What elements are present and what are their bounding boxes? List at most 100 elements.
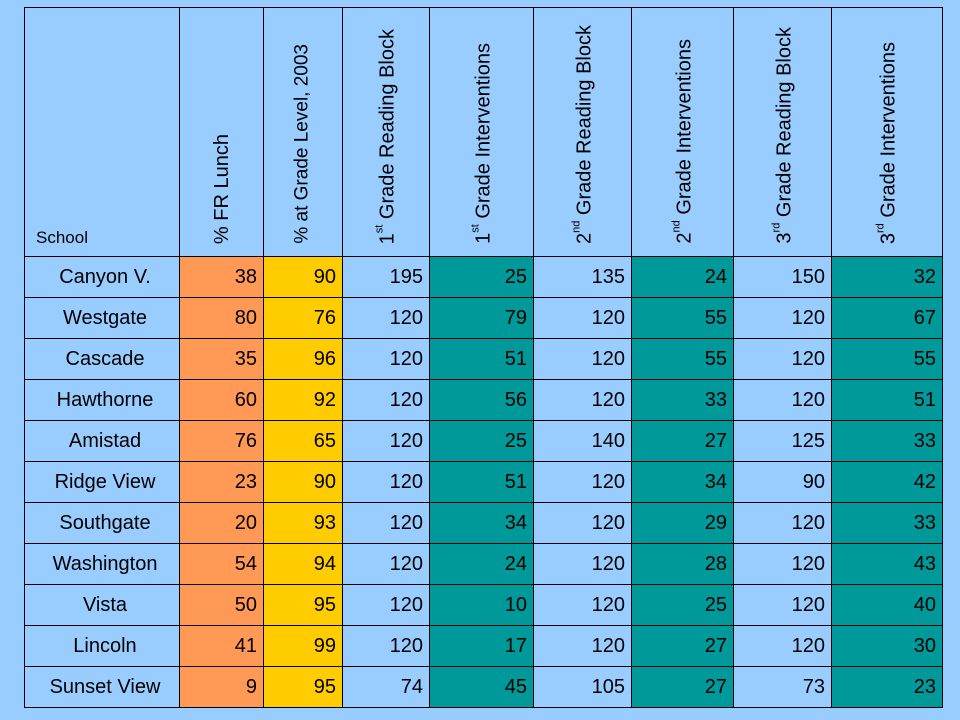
header-g1-block-label: 1st Grade Reading Block (373, 28, 399, 244)
fr-lunch-cell: 54 (179, 543, 264, 585)
g3-block-cell: 120 (733, 625, 832, 667)
table-row: Lincoln 41 99 120 17 120 27 120 30 (24, 625, 943, 667)
grade-level-cell: 90 (263, 461, 343, 503)
table-body: Canyon V. 38 90 195 25 135 24 150 32 Westgate 80 7… (24, 256, 943, 708)
g3-interventions-cell: 43 (831, 543, 943, 585)
g1-block-cell: 120 (342, 543, 430, 585)
g2-block-cell: 120 (533, 379, 632, 421)
school-name: Washington (24, 543, 180, 585)
g1-block-cell: 120 (342, 420, 430, 462)
g1-interventions-cell: 51 (429, 338, 534, 380)
g2-interventions-cell: 24 (631, 256, 734, 298)
header-grade-level-label: % at Grade Level, 2003 (291, 44, 313, 244)
g1-interventions-cell: 45 (429, 666, 534, 708)
fr-lunch-cell: 80 (179, 297, 264, 339)
g1-block-cell: 74 (342, 666, 430, 708)
fr-lunch-cell: 41 (179, 625, 264, 667)
g1-interventions-cell: 24 (429, 543, 534, 585)
g3-interventions-cell: 23 (831, 666, 943, 708)
g2-interventions-cell: 27 (631, 666, 734, 708)
g1-interventions-cell: 17 (429, 625, 534, 667)
grade-level-cell: 90 (263, 256, 343, 298)
g1-interventions-cell: 51 (429, 461, 534, 503)
g1-block-cell: 120 (342, 338, 430, 380)
g1-interventions-cell: 10 (429, 584, 534, 626)
g3-interventions-cell: 55 (831, 338, 943, 380)
g1-interventions-cell: 79 (429, 297, 534, 339)
g3-interventions-cell: 67 (831, 297, 943, 339)
header-g3-block-label: 3rd Grade Reading Block (770, 27, 795, 244)
header-g3-block: 3rd Grade Reading Block (733, 7, 832, 257)
g2-block-cell: 140 (533, 420, 632, 462)
g3-block-cell: 120 (733, 543, 832, 585)
fr-lunch-cell: 23 (179, 461, 264, 503)
g3-interventions-cell: 40 (831, 584, 943, 626)
g2-interventions-cell: 28 (631, 543, 734, 585)
table-row: Ridge View 23 90 120 51 120 34 90 42 (24, 461, 943, 503)
school-name: Westgate (24, 297, 180, 339)
fr-lunch-cell: 35 (179, 338, 264, 380)
grade-level-cell: 95 (263, 666, 343, 708)
header-g1-interventions: 1st Grade Interventions (429, 7, 534, 257)
g1-block-cell: 120 (342, 297, 430, 339)
fr-lunch-cell: 60 (179, 379, 264, 421)
g2-block-cell: 120 (533, 584, 632, 626)
header-g2-interventions-label: 2nd Grade Interventions (670, 39, 695, 244)
g2-interventions-cell: 55 (631, 297, 734, 339)
g2-block-cell: 120 (533, 338, 632, 380)
table-row: Cascade 35 96 120 51 120 55 120 55 (24, 338, 943, 380)
g1-interventions-cell: 25 (429, 420, 534, 462)
school-name: Amistad (24, 420, 180, 462)
fr-lunch-cell: 50 (179, 584, 264, 626)
school-name: Sunset View (24, 666, 180, 708)
grade-level-cell: 65 (263, 420, 343, 462)
g1-block-cell: 120 (342, 461, 430, 503)
school-name: Lincoln (24, 625, 180, 667)
g1-block-cell: 120 (342, 625, 430, 667)
g2-block-cell: 120 (533, 625, 632, 667)
g2-block-cell: 120 (533, 543, 632, 585)
school-name: Ridge View (24, 461, 180, 503)
g3-block-cell: 150 (733, 256, 832, 298)
g3-block-cell: 120 (733, 502, 832, 544)
table-row: Hawthorne 60 92 120 56 120 33 120 51 (24, 379, 943, 421)
g3-block-cell: 120 (733, 297, 832, 339)
header-g1-interventions-label: 1st Grade Interventions (469, 43, 494, 244)
table-row: Washington 54 94 120 24 120 28 120 43 (24, 543, 943, 585)
grade-level-cell: 92 (263, 379, 343, 421)
g3-block-cell: 120 (733, 584, 832, 626)
header-school: School (24, 7, 180, 257)
fr-lunch-cell: 38 (179, 256, 264, 298)
g3-block-cell: 120 (733, 338, 832, 380)
grade-level-cell: 76 (263, 297, 343, 339)
g3-interventions-cell: 42 (831, 461, 943, 503)
grade-level-cell: 94 (263, 543, 343, 585)
g1-interventions-cell: 56 (429, 379, 534, 421)
table-row: Amistad 76 65 120 25 140 27 125 33 (24, 420, 943, 462)
school-name: Vista (24, 584, 180, 626)
grade-level-cell: 95 (263, 584, 343, 626)
g2-interventions-cell: 33 (631, 379, 734, 421)
g3-block-cell: 125 (733, 420, 832, 462)
header-g3-interventions-label: 3rd Grade Interventions (874, 41, 900, 244)
table-row: Canyon V. 38 90 195 25 135 24 150 32 (24, 256, 943, 298)
grade-level-cell: 96 (263, 338, 343, 380)
g3-block-cell: 90 (733, 461, 832, 503)
table-row: Vista 50 95 120 10 120 25 120 40 (24, 584, 943, 626)
g2-block-cell: 120 (533, 461, 632, 503)
g3-block-cell: 120 (733, 379, 832, 421)
header-row: School % FR Lunch % at Grade Level, 2003… (24, 7, 943, 257)
header-g3-interventions: 3rd Grade Interventions (831, 7, 943, 257)
header-grade-level: % at Grade Level, 2003 (263, 7, 343, 257)
header-g2-block: 2nd Grade Reading Block (533, 7, 632, 257)
g1-block-cell: 120 (342, 502, 430, 544)
fr-lunch-cell: 20 (179, 502, 264, 544)
slide: School % FR Lunch % at Grade Level, 2003… (24, 7, 943, 714)
g2-interventions-cell: 55 (631, 338, 734, 380)
g3-interventions-cell: 30 (831, 625, 943, 667)
g1-interventions-cell: 34 (429, 502, 534, 544)
header-g2-interventions: 2nd Grade Interventions (631, 7, 734, 257)
g1-block-cell: 195 (342, 256, 430, 298)
g3-interventions-cell: 32 (831, 256, 943, 298)
header-fr-lunch-label: % FR Lunch (210, 133, 233, 244)
